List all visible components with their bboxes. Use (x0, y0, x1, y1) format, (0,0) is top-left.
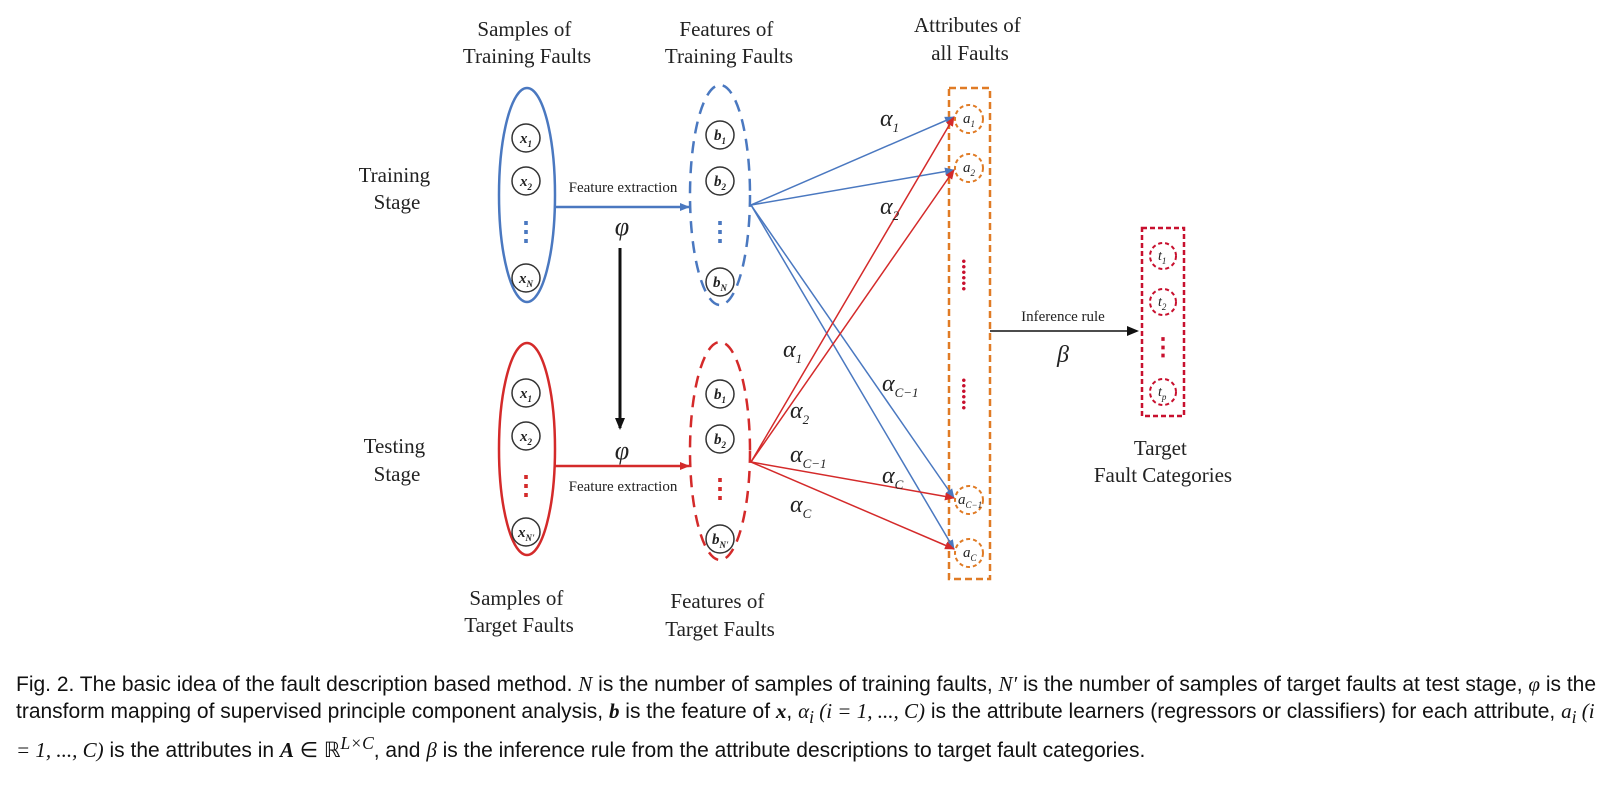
samples-training-label: Samples of Training Faults (463, 17, 591, 68)
blue-edge-a2 (750, 167, 955, 206)
train-sample-ellipsis: ⋮ (513, 217, 539, 246)
attribute-node-c-1: aC−1 (954, 485, 984, 515)
svg-text:b1: b1 (714, 387, 726, 405)
target-node-1: t1 (1149, 242, 1177, 270)
train-feature-node-2: b2 (705, 166, 735, 196)
attribute-node-c: aC (954, 538, 984, 568)
svg-text:t2: t2 (1158, 295, 1167, 312)
training-features-ellipse (688, 83, 752, 307)
attributes-box (947, 86, 992, 581)
svg-text:b1: b1 (714, 128, 726, 146)
svg-text:bN': bN' (712, 532, 729, 550)
inference-rule-label: Inference rule (1021, 309, 1105, 325)
features-target-label: Features of Target Faults (665, 589, 775, 641)
svg-text:b2: b2 (714, 432, 727, 450)
svg-text:bN: bN (713, 275, 728, 293)
test-feature-node-1: b1 (705, 379, 735, 409)
fault-description-diagram: Samples of Training Faults Features of T… (359, 13, 1233, 641)
train-sample-node-n: xN (511, 263, 541, 293)
svg-text:x1: x1 (519, 131, 532, 149)
svg-text:t1: t1 (1158, 249, 1166, 266)
beta-symbol: β (1056, 342, 1069, 368)
testing-samples-ellipse (497, 341, 557, 557)
samples-target-label: Samples of Target Faults (464, 586, 574, 637)
testing-stage-label: Testing Stage (364, 434, 431, 486)
training-stage-label: Training Stage (359, 163, 436, 214)
svg-text:b2: b2 (714, 174, 727, 192)
training-samples-ellipse (497, 86, 557, 304)
test-feature-ellipsis: ⋮ (707, 474, 733, 503)
alpha-label-blue-c: αC (882, 463, 904, 492)
training-phi-symbol: φ (615, 212, 629, 241)
testing-feature-extraction-label: Feature extraction (569, 479, 678, 495)
attribute-ellipsis-lower: ...... (957, 378, 982, 411)
svg-text:x1: x1 (519, 386, 532, 404)
attribute-ellipsis-upper: ...... (957, 259, 982, 292)
test-feature-node-n: bN' (705, 524, 735, 554)
target-node-2: t2 (1149, 288, 1177, 316)
svg-text:aC: aC (963, 545, 978, 563)
target-categories-box (1140, 226, 1186, 418)
target-node-p: tp (1149, 378, 1177, 406)
training-feature-extraction-label: Feature extraction (569, 180, 678, 196)
train-feature-node-n: bN (705, 267, 735, 297)
target-categories-label: Target Fault Categories (1094, 436, 1232, 487)
test-sample-node-n: xN' (511, 517, 541, 547)
svg-text:xN': xN' (517, 525, 535, 543)
blue-edge-a1 (750, 116, 955, 206)
red-edge-a1 (750, 116, 955, 463)
red-edge-a2 (750, 169, 955, 463)
alpha-label-blue-1: α1 (880, 106, 899, 135)
attributes-all-label: Attributes of all Faults (914, 13, 1026, 65)
test-sample-node-2: x2 (511, 421, 541, 451)
svg-text:a1: a1 (963, 111, 975, 129)
svg-text:aC−1: aC−1 (958, 492, 982, 510)
red-edge-aC (750, 461, 955, 550)
svg-text:xN: xN (518, 271, 534, 289)
test-feature-node-2: b2 (705, 424, 735, 454)
red-edge-aC-1 (750, 461, 955, 501)
train-feature-ellipsis: ⋮ (707, 217, 733, 246)
svg-text:tp: tp (1158, 385, 1167, 402)
attribute-node-1: a1 (954, 104, 984, 134)
blue-edge-aC-1 (750, 204, 955, 499)
features-training-label: Features of Training Faults (665, 17, 793, 68)
figure-caption: Fig. 2. The basic idea of the fault desc… (16, 672, 1597, 763)
testing-phi-symbol: φ (615, 436, 629, 465)
test-sample-ellipsis: ⋮ (513, 471, 539, 500)
alpha-label-red-2: α2 (790, 398, 810, 427)
train-feature-node-1: b1 (705, 120, 735, 150)
blue-edge-aC (750, 204, 955, 550)
train-sample-node-2: x2 (511, 166, 541, 196)
alpha-label-red-c-1: αC−1 (790, 442, 827, 471)
alpha-label-blue-c-1: αC−1 (882, 371, 919, 400)
alpha-label-red-c: αC (790, 492, 812, 521)
svg-text:x2: x2 (519, 429, 533, 447)
target-ellipsis: ⋮ (1151, 335, 1175, 361)
test-sample-node-1: x1 (511, 378, 541, 408)
svg-text:x2: x2 (519, 174, 533, 192)
attribute-node-2: a2 (954, 153, 984, 183)
alpha-label-red-1: α1 (783, 337, 802, 366)
train-sample-node-1: x1 (511, 123, 541, 153)
svg-text:a2: a2 (963, 160, 976, 178)
alpha-label-blue-2: α2 (880, 194, 900, 223)
testing-features-ellipse (688, 340, 752, 562)
